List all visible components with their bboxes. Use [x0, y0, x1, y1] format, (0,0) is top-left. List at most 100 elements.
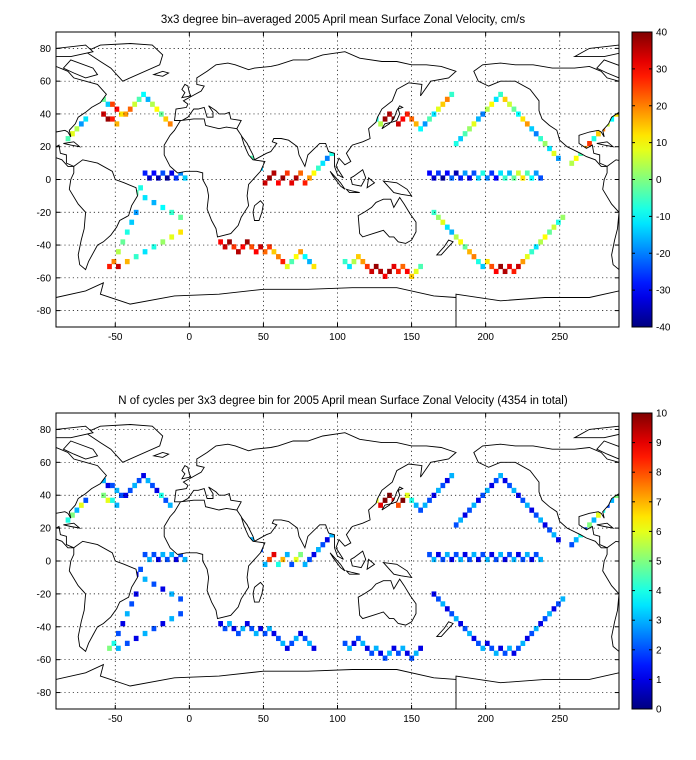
bin-cell: [436, 106, 441, 112]
bin-cell: [444, 96, 450, 102]
bin-cell: [542, 616, 548, 622]
bin-cell: [498, 645, 503, 651]
bin-cell: [480, 492, 486, 498]
landmass: [572, 44, 619, 58]
bin-cell: [551, 224, 557, 230]
bin-cell: [431, 556, 437, 563]
bin-cell: [520, 640, 526, 646]
bin-cell: [141, 473, 146, 479]
bin-cell: [609, 497, 615, 503]
bin-cell: [396, 268, 401, 275]
bin-cell: [431, 175, 437, 181]
bin-cell: [289, 561, 295, 568]
bin-cell: [289, 258, 295, 265]
bin-cell: [360, 258, 366, 265]
coastlines: [56, 43, 619, 327]
bin-cell: [182, 556, 188, 563]
bin-cell: [244, 621, 250, 627]
bin-cell: [298, 551, 303, 558]
bin-cell: [293, 175, 299, 181]
x-tick-label: 50: [258, 332, 270, 343]
bin-cell: [449, 611, 455, 617]
bin-cell: [431, 209, 437, 216]
landmass: [173, 432, 457, 560]
bin-cell: [123, 492, 129, 498]
bin-cell: [507, 170, 512, 176]
bin-cell: [427, 116, 432, 122]
bin-cell: [427, 551, 432, 558]
bin-cell: [444, 606, 450, 612]
bin-cell: [404, 492, 410, 498]
bin-cell: [280, 556, 286, 563]
bin-cell: [356, 254, 361, 260]
bin-cell: [444, 170, 450, 176]
bin-cell: [511, 268, 517, 275]
x-tick-label: 150: [403, 714, 420, 725]
landmass: [596, 440, 619, 460]
bin-cell: [116, 249, 121, 255]
landmass: [56, 447, 107, 549]
velocity-map-panel: 3x3 degree bin–averaged 2005 April mean …: [37, 14, 671, 343]
bin-cell: [164, 175, 170, 181]
bin-cell: [114, 121, 120, 127]
bin-cell: [302, 254, 308, 260]
bin-cell: [529, 249, 535, 255]
bin-cell: [116, 263, 121, 270]
bin-cell: [520, 258, 526, 265]
bin-cell: [547, 145, 552, 152]
bin-cell: [178, 214, 183, 220]
bin-cell: [391, 263, 397, 270]
bin-cell: [409, 655, 415, 661]
bin-cell: [364, 263, 370, 270]
bin-cell: [138, 185, 143, 191]
bin-cell: [156, 556, 161, 563]
bin-cell: [382, 116, 388, 122]
bin-cell: [484, 258, 490, 265]
bin-cell: [342, 258, 348, 265]
bin-cell: [124, 258, 130, 265]
bin-cell: [538, 175, 543, 181]
landmass: [381, 105, 404, 130]
bin-cell: [320, 542, 326, 548]
bin-cell: [110, 116, 115, 122]
bin-cell: [267, 556, 272, 563]
bin-cell: [347, 645, 352, 651]
y-tick-label: 40: [40, 109, 52, 120]
bin-cell: [444, 477, 450, 484]
bin-cell: [453, 170, 459, 176]
bin-cell: [462, 244, 468, 250]
landmass: [596, 141, 615, 148]
bin-cell: [427, 497, 432, 503]
bin-cell: [249, 625, 255, 632]
bin-cell: [364, 645, 370, 651]
bin-cell: [382, 655, 388, 661]
bin-cell: [271, 170, 277, 176]
bin-cell: [467, 249, 472, 255]
bin-cell: [307, 556, 312, 563]
bin-cell: [560, 214, 566, 220]
bin-cell: [516, 645, 521, 651]
bin-cell: [151, 581, 157, 587]
bin-cell: [150, 101, 155, 107]
colorbar-tick-label: 8: [656, 468, 662, 479]
bin-cell: [373, 263, 379, 270]
bin-cell: [387, 111, 392, 117]
bin-cell: [127, 106, 133, 112]
colorbar-tick-label: 1: [656, 675, 662, 686]
bin-cell: [231, 625, 237, 632]
bin-cell: [151, 199, 157, 206]
bin-cell: [440, 556, 446, 563]
bin-cell: [258, 244, 263, 250]
bin-cell: [502, 477, 508, 484]
bin-cell: [378, 121, 383, 127]
bin-cell: [476, 497, 481, 503]
bin-cell: [276, 561, 281, 568]
bin-cell: [342, 640, 348, 646]
bin-cell: [114, 106, 120, 112]
bin-cell: [378, 268, 383, 275]
bin-cell: [118, 492, 124, 498]
bin-cell: [516, 551, 521, 558]
bin-cell: [74, 507, 80, 513]
